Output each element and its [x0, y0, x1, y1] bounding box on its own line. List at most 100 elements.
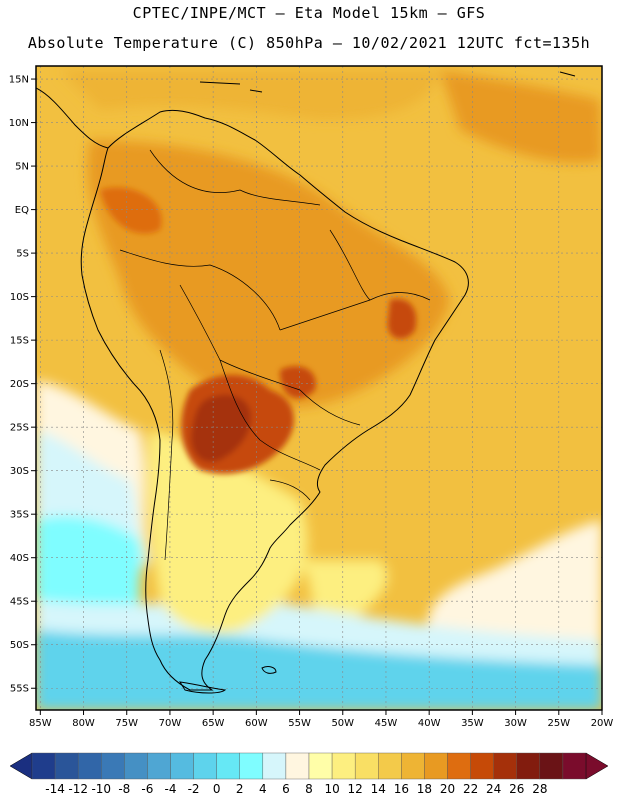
colorbar-swatch	[331, 752, 356, 780]
colorbar-label: 18	[417, 782, 432, 796]
zone-hot-chaco	[387, 299, 417, 339]
colorbar-label: 28	[532, 782, 547, 796]
central-america-coastline	[36, 87, 109, 149]
lon-tick-label: 70W	[159, 718, 182, 729]
lon-tick-label: 20W	[591, 718, 614, 729]
colorbar-swatch	[54, 752, 79, 780]
lat-tick-label: 15S	[10, 336, 29, 347]
lat-tick-label: 5N	[15, 162, 29, 173]
colorbar-swatch	[308, 752, 333, 780]
lon-tick-label: 80W	[72, 718, 95, 729]
colorbar-label: -14	[45, 782, 65, 796]
lat-tick-label: EQ	[15, 205, 29, 216]
colorbar-label: 12	[348, 782, 363, 796]
colorbar-label: 24	[486, 782, 501, 796]
lat-tick-label: 40S	[10, 553, 29, 564]
lon-tick-label: 60W	[245, 718, 268, 729]
lon-tick-label: 25W	[547, 718, 570, 729]
colorbar-swatch	[424, 752, 448, 780]
colorbar-swatch	[401, 752, 425, 780]
lon-tick-label: 30W	[504, 718, 527, 729]
colorbar-label: 26	[509, 782, 524, 796]
lat-tick-label: 55S	[10, 684, 29, 695]
colorbar-swatch	[378, 752, 402, 780]
colorbar-label: -8	[118, 782, 130, 796]
south-america-coastline	[80, 109, 469, 691]
caribbean-islands	[199, 71, 576, 93]
lat-tick-label: 50S	[10, 640, 29, 651]
lon-tick-label: 55W	[288, 718, 311, 729]
colorbar-swatch	[354, 752, 379, 780]
colorbar-swatch	[77, 752, 102, 780]
colorbar-swatch	[262, 752, 287, 780]
lon-tick-label: 65W	[202, 718, 225, 729]
colorbar-label: 10	[324, 782, 339, 796]
lat-tick-label: 5S	[16, 249, 29, 260]
colorbar-label: 14	[371, 782, 386, 796]
colorbar-label: 22	[463, 782, 478, 796]
lat-tick-label: 30S	[10, 466, 29, 477]
tierra-del-fuego-coastline	[179, 681, 227, 694]
colorbar-high-cap	[585, 752, 609, 780]
latitude-axis: 15N 10N 5N EQ 5S 10S 15S 20S 25S 30S 35S 40S 45S 50S 5…	[9, 75, 36, 695]
colorbar-swatch	[516, 752, 541, 780]
colorbar-swatch	[470, 752, 494, 780]
zone-warm-amazon	[440, 70, 602, 163]
colorbar-swatch	[147, 752, 171, 780]
colorbar-label: 4	[259, 782, 267, 796]
colorbar-swatch	[539, 752, 564, 780]
zone-patagonia	[148, 430, 308, 633]
temperature-field	[36, 66, 602, 710]
colorbar-swatch	[562, 752, 587, 780]
title-line-2: Absolute Temperature (C) 850hPa – 10/02/…	[27, 34, 591, 52]
colorbar-swatch	[285, 752, 310, 780]
lat-tick-label: 10S	[10, 292, 29, 303]
zone-central	[60, 70, 440, 120]
title-line-1: CPTEC/INPE/MCT – Eta Model 15km – GFS	[132, 4, 486, 22]
temperature-colorbar: -14 -12 -10 -8 -6 -4 -2 0 2 4 6 8 10 12 14 16 18 20 22 24 26…	[9, 752, 609, 796]
zone-cold-south-ocean	[36, 630, 602, 710]
lat-tick-label: 25S	[10, 423, 29, 434]
colorbar-label: 2	[236, 782, 244, 796]
zone-mild-atlantic	[427, 520, 602, 640]
lon-tick-label: 45W	[375, 718, 398, 729]
map-frame	[35, 65, 603, 711]
colorbar-label: 6	[282, 782, 290, 796]
longitude-axis: 85W 80W 75W 70W 65W 60W 55W 50W 45W 40W 35W 30W 25W 2…	[29, 710, 613, 729]
lat-tick-label: 10N	[9, 118, 29, 129]
colorbar-label: -2	[188, 782, 200, 796]
colorbar-label: -6	[141, 782, 153, 796]
lon-tick-label: 85W	[29, 718, 52, 729]
coastline-layer	[36, 71, 576, 694]
colorbar-swatch	[493, 752, 517, 780]
lat-tick-label: 15N	[9, 75, 29, 86]
lon-tick-label: 50W	[331, 718, 354, 729]
lat-tick-label: 35S	[10, 510, 29, 521]
colorbar-label: 20	[440, 782, 455, 796]
zone-hot-chaco	[100, 187, 162, 234]
colorbar-swatch	[447, 752, 471, 780]
zone-hot-chaco	[280, 366, 316, 399]
colorbar-swatch	[101, 752, 125, 780]
colorbar-label: -12	[68, 782, 88, 796]
country-borders	[119, 149, 431, 561]
lat-tick-label: 20S	[10, 379, 29, 390]
colorbar-swatch	[124, 752, 148, 780]
falklands-coastline	[261, 666, 277, 674]
colorbar-label: 0	[213, 782, 221, 796]
zone-warm-amazon	[87, 140, 450, 409]
lon-tick-label: 75W	[115, 718, 138, 729]
lat-tick-label: 45S	[10, 597, 29, 608]
colorbar-swatch	[239, 752, 264, 780]
colorbar-swatch	[193, 752, 217, 780]
lon-tick-label: 40W	[418, 718, 441, 729]
colorbar-swatch	[170, 752, 194, 780]
colorbar-label: 8	[305, 782, 313, 796]
colorbar-label: -10	[91, 782, 111, 796]
lon-tick-label: 35W	[461, 718, 484, 729]
colorbar-swatch	[216, 752, 240, 780]
colorbar-low-cap	[9, 752, 33, 780]
colorbar-swatch	[31, 752, 56, 780]
colorbar-label: -4	[165, 782, 177, 796]
